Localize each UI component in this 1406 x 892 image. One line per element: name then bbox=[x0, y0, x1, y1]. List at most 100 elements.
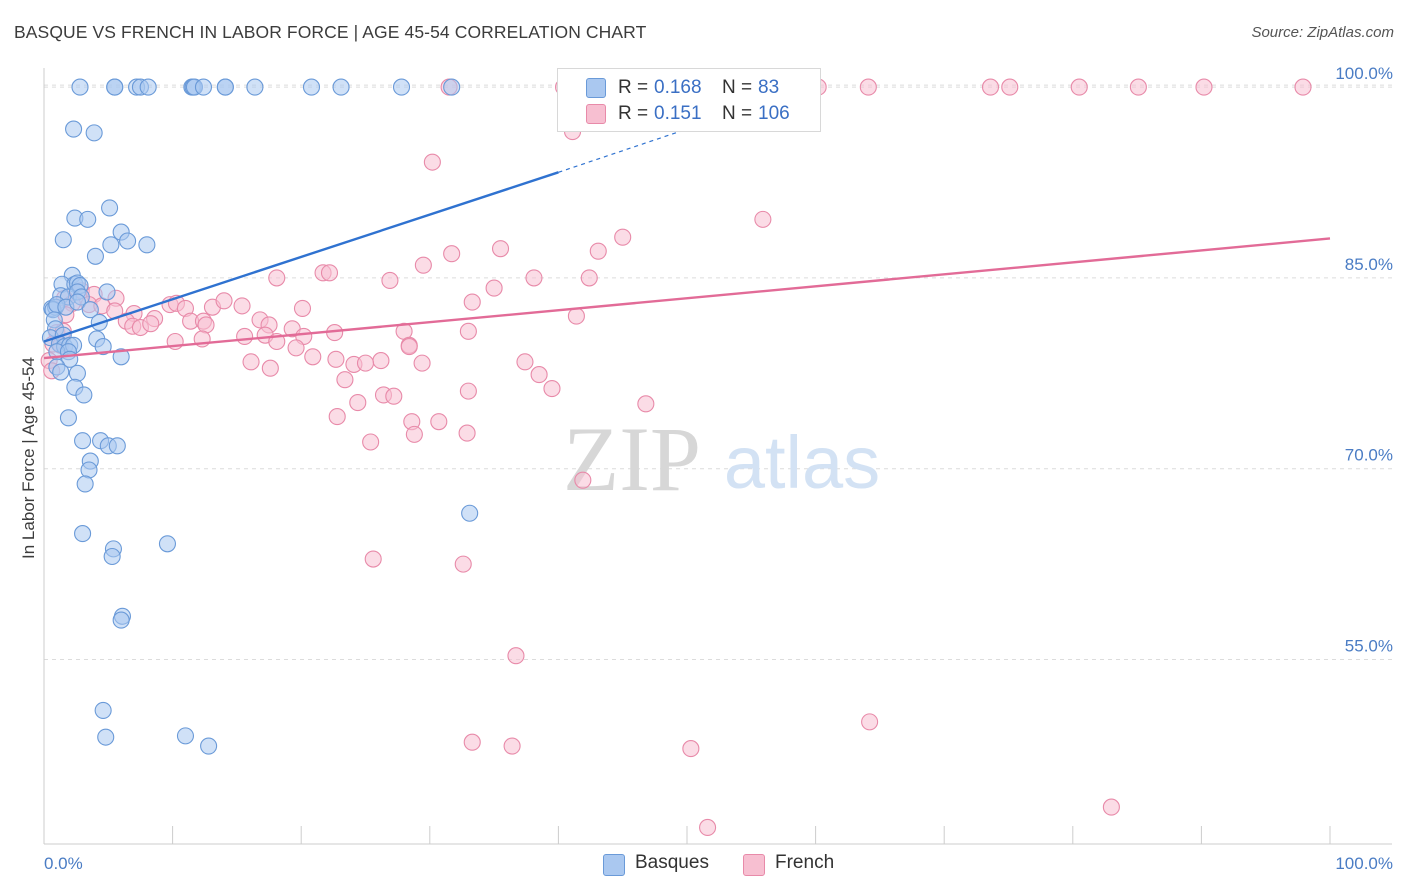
french-point bbox=[327, 350, 345, 368]
french-point bbox=[414, 256, 432, 274]
french-n-value: 106 bbox=[758, 103, 790, 124]
basques-point bbox=[461, 504, 479, 522]
basques-point bbox=[392, 78, 411, 96]
basques-point bbox=[332, 78, 350, 96]
basques-point bbox=[94, 338, 112, 356]
basques-point bbox=[80, 461, 98, 479]
french-point bbox=[543, 380, 561, 398]
french-point bbox=[981, 78, 1000, 96]
french-point bbox=[589, 242, 607, 260]
basques-point bbox=[138, 236, 156, 254]
source-label: Source: ZipAtlas.com bbox=[1251, 24, 1394, 41]
french-swatch bbox=[586, 104, 606, 124]
basques-point bbox=[59, 409, 77, 427]
french-point bbox=[372, 352, 390, 370]
french-point bbox=[405, 425, 423, 443]
trend-lines bbox=[43, 128, 1331, 360]
french-point bbox=[385, 387, 403, 405]
y-axis-title: In Labor Force | Age 45-54 bbox=[19, 357, 38, 559]
french-point bbox=[516, 353, 534, 371]
watermark: ZIP atlas bbox=[563, 408, 880, 510]
basques-point bbox=[102, 236, 120, 254]
french-point bbox=[293, 299, 312, 317]
basques-point bbox=[65, 120, 83, 138]
french-legend-swatch bbox=[743, 854, 765, 876]
french-point bbox=[699, 818, 717, 837]
basques-n-label: N = bbox=[722, 77, 753, 98]
french-point bbox=[413, 354, 431, 372]
basques-point bbox=[76, 475, 94, 493]
french-trend-line bbox=[43, 237, 1331, 360]
basques-point bbox=[119, 232, 137, 250]
basques-point bbox=[52, 363, 70, 381]
french-point bbox=[861, 713, 879, 731]
y-tick-label: 55.0% bbox=[1345, 637, 1393, 656]
basques-point bbox=[112, 348, 130, 366]
french-point bbox=[580, 269, 598, 287]
french-point bbox=[142, 315, 160, 333]
french-point bbox=[459, 322, 477, 340]
basques-point bbox=[85, 124, 103, 142]
basques-point bbox=[158, 535, 177, 553]
basques-point bbox=[106, 78, 124, 96]
french-point bbox=[362, 433, 380, 451]
watermark-zip: ZIP bbox=[563, 408, 701, 510]
y-tick-label: 85.0% bbox=[1345, 255, 1393, 274]
basques-point bbox=[54, 231, 72, 249]
gridlines bbox=[44, 84, 1392, 661]
french-point bbox=[567, 307, 585, 325]
basques-point bbox=[74, 432, 92, 450]
basques-point bbox=[94, 701, 112, 719]
french-point bbox=[423, 153, 441, 171]
french-point bbox=[859, 78, 877, 96]
basques-point bbox=[74, 525, 92, 543]
french-point bbox=[503, 737, 521, 755]
french-point bbox=[381, 271, 399, 289]
basques-trend-line bbox=[43, 171, 559, 343]
basques-point bbox=[98, 283, 116, 301]
french-point bbox=[236, 327, 254, 345]
french-point bbox=[485, 279, 503, 297]
watermark-atlas: atlas bbox=[724, 421, 880, 504]
french-point bbox=[364, 550, 382, 568]
basques-point bbox=[81, 301, 99, 319]
french-point bbox=[1102, 798, 1120, 816]
basques-point bbox=[108, 437, 126, 455]
french-point bbox=[197, 316, 215, 334]
legend-row-basques: R = 0.168 N = 83 bbox=[558, 75, 820, 101]
basques-point bbox=[71, 78, 89, 96]
french-point bbox=[459, 382, 477, 400]
basques-point bbox=[101, 199, 119, 217]
french-point bbox=[268, 269, 286, 287]
x-tick-label-min: 0.0% bbox=[44, 854, 83, 873]
legend-row-french: R = 0.151 N = 106 bbox=[558, 101, 820, 127]
y-tick-label: 100.0% bbox=[1335, 64, 1393, 83]
basques-swatch bbox=[586, 78, 606, 98]
french-point bbox=[463, 293, 481, 311]
basques-point bbox=[176, 727, 195, 745]
french-point bbox=[1195, 78, 1213, 96]
basques-point bbox=[200, 737, 218, 755]
french-point bbox=[320, 264, 339, 282]
french-point bbox=[1070, 78, 1088, 96]
x-tick-label-max: 100.0% bbox=[1335, 854, 1393, 873]
french-point bbox=[530, 366, 548, 384]
french-r-value: 0.151 bbox=[654, 103, 702, 124]
french-point bbox=[1001, 78, 1019, 96]
basques-series bbox=[41, 78, 479, 755]
french-point bbox=[1294, 78, 1312, 96]
french-point bbox=[328, 408, 346, 426]
basques-point bbox=[139, 78, 157, 96]
french-point bbox=[458, 424, 476, 442]
basques-point bbox=[112, 611, 130, 629]
french-point bbox=[491, 240, 510, 258]
basques-point bbox=[443, 78, 461, 96]
series-legend: Basques French bbox=[0, 852, 1406, 878]
basques-r-value: 0.168 bbox=[654, 77, 702, 98]
french-point bbox=[242, 353, 260, 371]
french-point bbox=[336, 371, 354, 389]
basques-trend-extension bbox=[558, 128, 688, 173]
french-point bbox=[400, 338, 418, 356]
basques-point bbox=[103, 547, 121, 566]
